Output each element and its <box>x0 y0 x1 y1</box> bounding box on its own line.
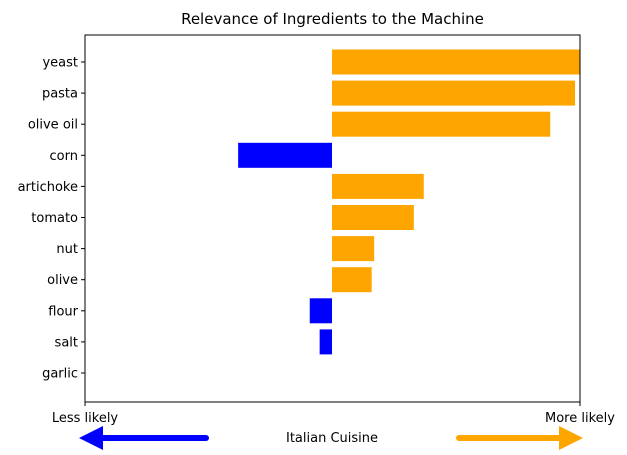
bar-tomato <box>332 205 414 230</box>
y-tick-label-salt: salt <box>55 335 78 350</box>
plot-frame <box>84 34 581 403</box>
y-tick-label-olive-oil: olive oil <box>28 118 78 133</box>
y-ticks <box>81 61 85 374</box>
chart-title: Relevance of Ingredients to the Machine <box>181 10 484 28</box>
y-tick-label-olive: olive <box>47 273 78 288</box>
y-tick-label-tomato: tomato <box>31 211 78 226</box>
y-tick-label-pasta: pasta <box>42 87 78 102</box>
y-tick-label-yeast: yeast <box>42 56 78 71</box>
y-tick-label-corn: corn <box>50 149 78 164</box>
y-tick-label-flour: flour <box>48 304 78 319</box>
bar-olive-oil <box>332 111 551 137</box>
x-label-less-likely: Less likely <box>52 411 119 426</box>
bar-corn <box>238 142 332 168</box>
bar-nut <box>332 236 375 262</box>
bar-olive <box>332 267 372 293</box>
bar-salt <box>319 329 332 355</box>
x-label-more-likely: More likely <box>545 411 615 426</box>
bar-artichoke <box>332 173 424 199</box>
bar-pasta <box>332 80 576 106</box>
bar-yeast <box>332 49 580 75</box>
y-tick-label-garlic: garlic <box>42 367 78 382</box>
footer-label: Italian Cuisine <box>286 431 378 446</box>
y-tick-labels: yeast pasta olive oil corn artichoke tomato nu… <box>18 56 79 382</box>
y-tick-label-nut: nut <box>56 242 78 257</box>
bars-group <box>238 49 580 355</box>
y-tick-label-artichoke: artichoke <box>18 180 78 195</box>
bar-flour <box>309 298 332 324</box>
